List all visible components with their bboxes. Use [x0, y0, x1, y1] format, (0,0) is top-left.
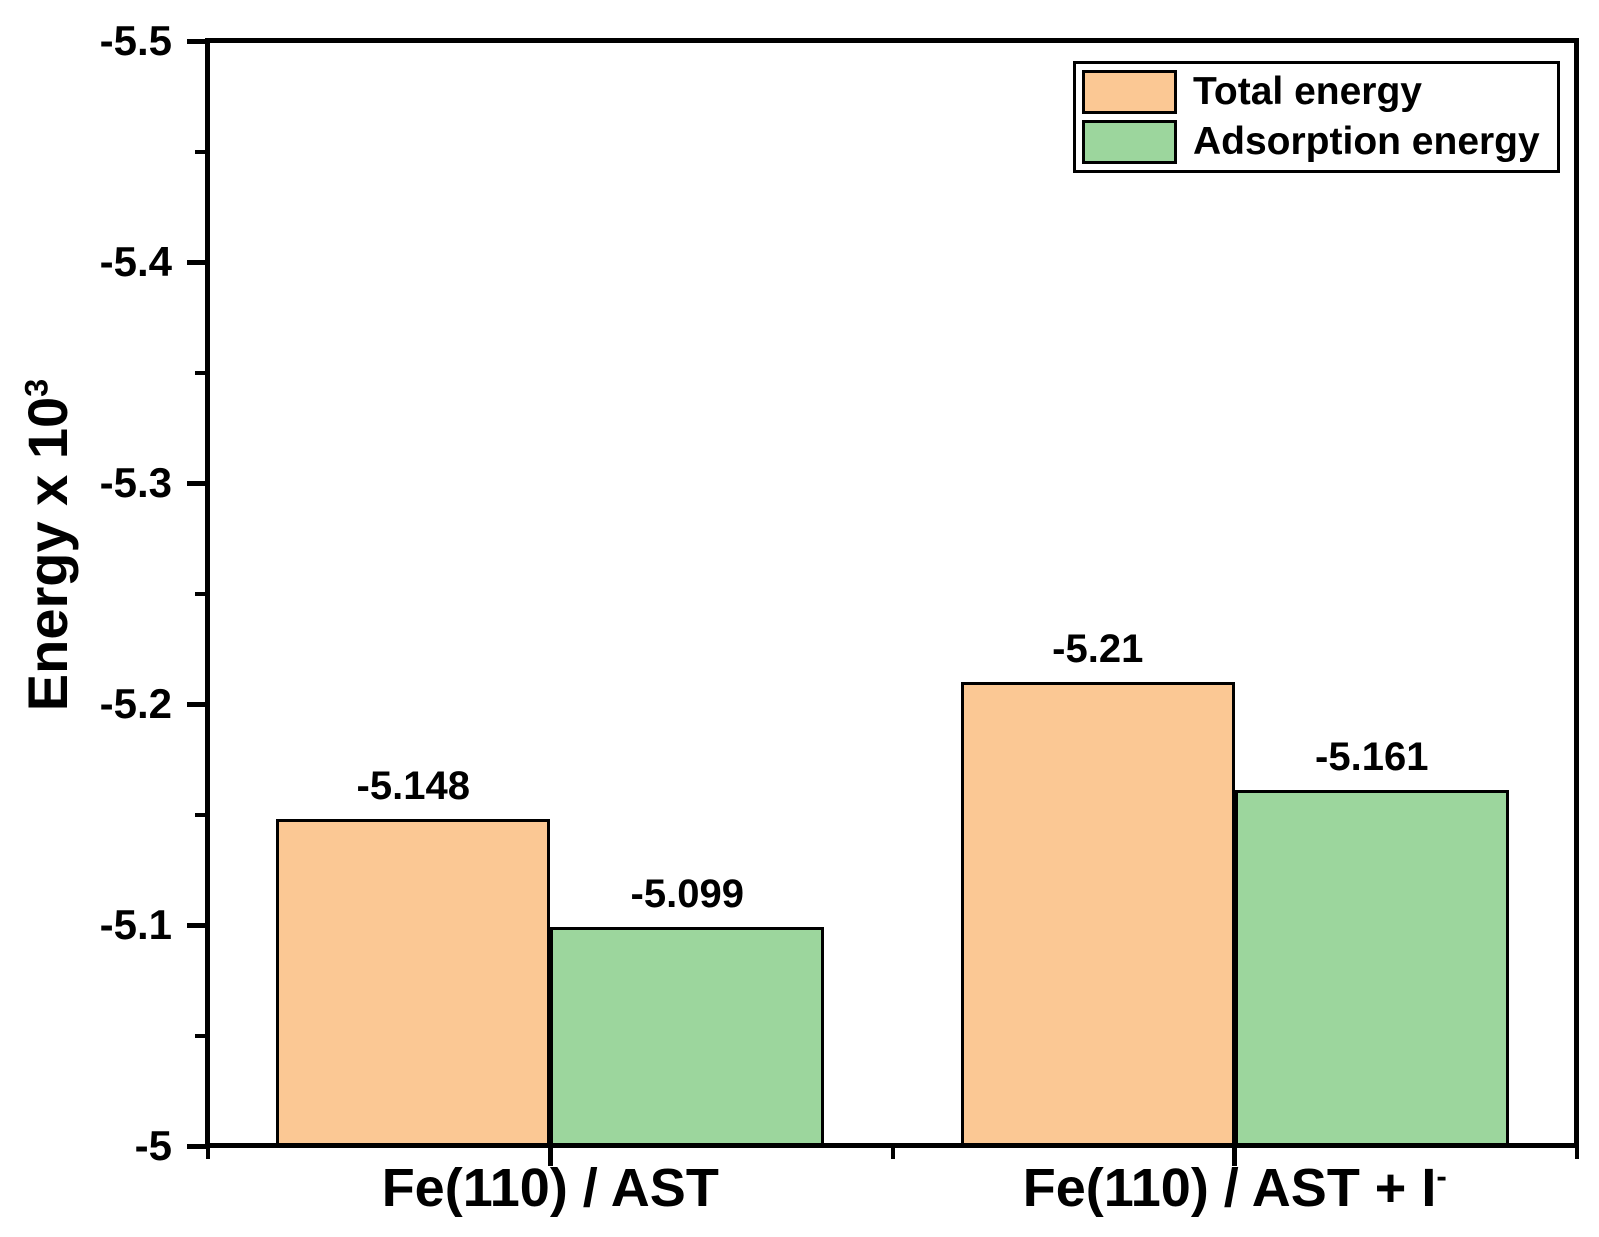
y-axis-major-tick [187, 480, 208, 486]
legend-swatch-total-energy [1082, 70, 1177, 114]
y-axis-minor-tick [195, 370, 208, 375]
category-text: Fe(110) / AST [381, 1158, 719, 1218]
y-axis-tick-label: -5.1 [99, 901, 172, 948]
bar-value-label: -5.21 [1052, 626, 1144, 671]
x-axis-boundary-tick [890, 1146, 895, 1159]
y-axis-minor-tick [195, 812, 208, 817]
x-axis-major-tick [547, 1146, 553, 1166]
y-axis-tick-label: -5.3 [99, 459, 172, 506]
bar-value-label: -5.148 [356, 763, 470, 808]
category-superscript: - [1436, 1159, 1447, 1194]
y-axis-title-text: Energy x 10 [16, 396, 79, 712]
y-axis-minor-tick [195, 591, 208, 596]
x-axis-boundary-tick [206, 1146, 210, 1159]
legend-label-adsorption-energy: Adsorption energy [1193, 120, 1540, 163]
y-axis-title-exponent: 3 [18, 378, 55, 397]
x-axis-boundary-tick [1575, 1146, 1579, 1159]
y-axis-major-tick [187, 701, 208, 707]
legend-swatch-adsorption-energy [1082, 120, 1177, 164]
y-axis-major-tick [187, 259, 208, 265]
category-text: Fe(110) / AST + I [1022, 1158, 1437, 1218]
y-axis-minor-tick [195, 149, 208, 154]
x-axis-category-label: Fe(110) / AST [382, 1158, 719, 1218]
y-axis-title: Energy x 103 [16, 378, 79, 712]
legend-label-total-energy: Total energy [1193, 70, 1422, 113]
legend-item-adsorption-energy: Adsorption energy [1082, 120, 1557, 164]
x-axis-major-tick [1232, 1146, 1238, 1166]
y-axis-major-tick [187, 922, 208, 928]
y-axis-major-tick [187, 38, 208, 44]
y-axis-major-tick [187, 1143, 208, 1149]
y-axis-tick-label: -5.4 [99, 238, 172, 285]
legend-item-total-energy: Total energy [1082, 70, 1557, 114]
y-axis-tick-label: -5.5 [99, 17, 172, 64]
bar-value-label: -5.161 [1315, 735, 1429, 780]
y-axis-minor-tick [195, 1033, 208, 1038]
bar-adsorption-energy [550, 927, 825, 1146]
y-axis-tick-label: -5 [134, 1122, 172, 1169]
bar-adsorption-energy [1234, 790, 1509, 1146]
bar-total-energy [960, 681, 1235, 1146]
x-axis-category-label: Fe(110) / AST + I- [1023, 1158, 1447, 1218]
bar-total-energy [276, 818, 551, 1146]
y-axis-tick-label: -5.2 [99, 680, 172, 727]
bar-value-label: -5.099 [630, 872, 744, 917]
legend: Total energy Adsorption energy [1073, 61, 1560, 173]
